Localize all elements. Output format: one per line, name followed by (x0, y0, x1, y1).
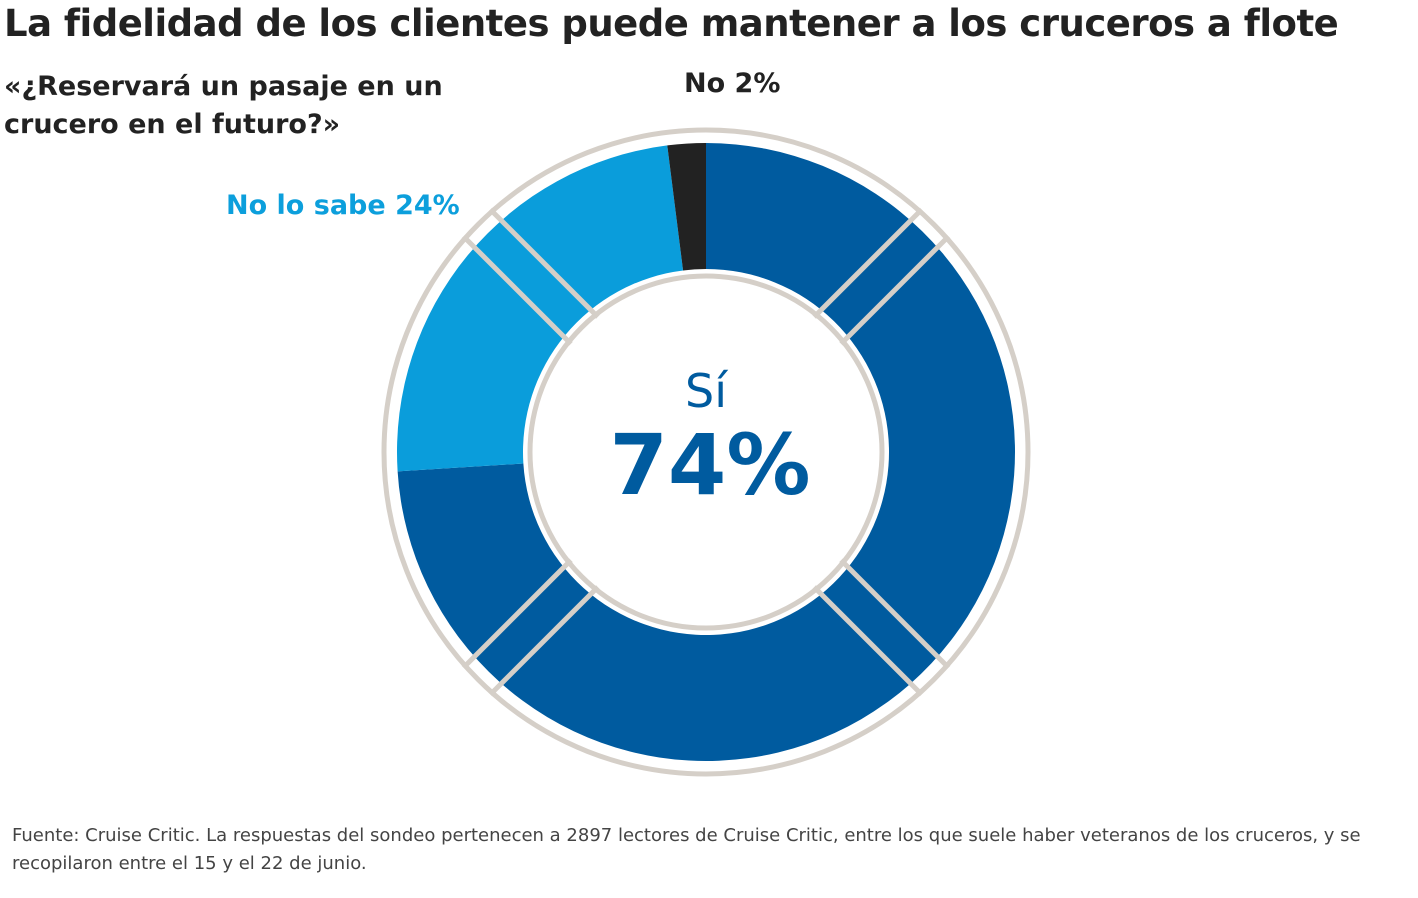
strap-line (488, 585, 600, 697)
strap-line (461, 234, 573, 346)
source-note: Fuente: Cruise Critic. La respuestas del… (12, 825, 1361, 874)
chart-title: La fidelidad de los clientes puede mante… (4, 2, 1339, 45)
slice-no (667, 143, 706, 271)
strap-line (461, 558, 573, 670)
slice-s- (397, 143, 1015, 761)
label-no-lo-sabe: No lo sabe 24% (226, 190, 460, 221)
label-no: No 2% (684, 68, 781, 99)
strap-line (812, 585, 924, 697)
inner-ring (527, 273, 885, 631)
center-label-value: 74% (609, 416, 810, 514)
slice-no-lo-sabe (397, 145, 684, 472)
strap-line (488, 207, 600, 319)
outer-ring (381, 127, 1031, 777)
strap-line (812, 207, 924, 319)
chart-subtitle: «¿Reservará un pasaje en un crucero en e… (4, 71, 443, 140)
strap-line (839, 234, 951, 346)
center-label-name: Sí (685, 364, 728, 418)
strap-line (839, 558, 951, 670)
